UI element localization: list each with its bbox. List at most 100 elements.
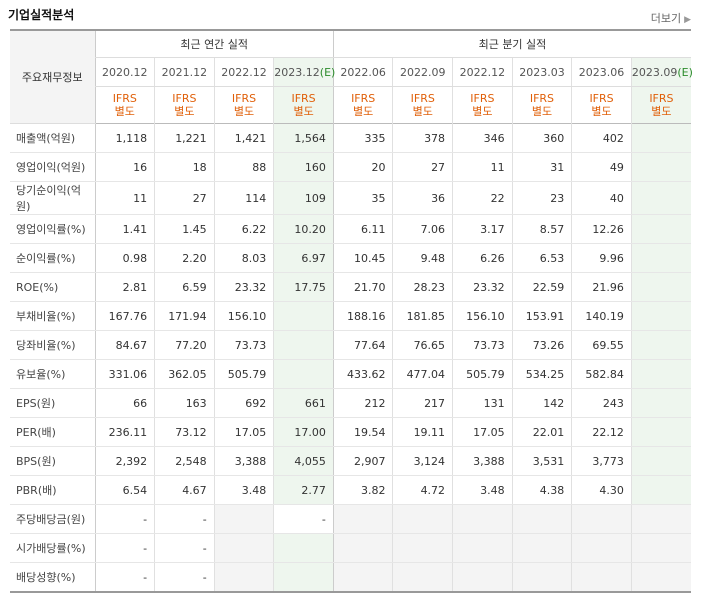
cell-annual: 2,392 xyxy=(94,446,155,476)
period-label: 2020.12 xyxy=(102,65,148,79)
basis-separate: 별도 xyxy=(412,105,433,118)
cell-quarter xyxy=(630,123,691,153)
period-row: 2020.12 2021.12 2022.12 2023.12(E) 2022.06 20… xyxy=(10,57,693,87)
row-label: 영업이익(억원) xyxy=(10,152,95,182)
cell-annual: - xyxy=(154,533,215,563)
period-quarter: 2023.03 xyxy=(511,57,572,87)
basis-ifrs: IFRS xyxy=(172,92,197,105)
cell-quarter xyxy=(511,562,572,593)
cell-quarter: 2,907 xyxy=(332,446,393,476)
cell-quarter xyxy=(392,504,453,534)
cell-annual: 1,118 xyxy=(94,123,155,153)
cell-annual: 0.98 xyxy=(94,243,155,273)
cell-quarter: 3,124 xyxy=(392,446,453,476)
basis-separate: 별도 xyxy=(531,105,553,118)
cell-quarter: 378 xyxy=(392,123,453,153)
cell-quarter: 3,773 xyxy=(571,446,632,476)
cell-quarter xyxy=(630,475,691,505)
table-row: 영업이익률(%) 1.41 1.45 6.22 10.20 6.11 7.06 3.17 8.5… xyxy=(10,214,691,244)
cell-annual: 17.75 xyxy=(273,272,334,302)
cell-annual: 331.06 xyxy=(94,359,155,389)
period-label: 2023.12 xyxy=(274,65,320,79)
accounting-basis: IFRS 별도 xyxy=(94,86,155,124)
cell-quarter xyxy=(332,533,393,563)
cell-quarter: 12.26 xyxy=(571,214,632,244)
period-annual: 2023.12(E) xyxy=(273,57,335,87)
table-row: 시가배당률(%) - - xyxy=(10,533,691,563)
table-row: 당기순이익(억원) 11 27 114 109 35 36 22 23 40 xyxy=(10,181,691,215)
cell-quarter: 505.79 xyxy=(452,359,513,389)
basis-row: IFRS 별도 IFRS 별도 IFRS 별도 IFRS 별도 IFRS 별도 IFRS 별도 IFRS… xyxy=(10,86,691,124)
table-row: 주당배당금(원) - - - xyxy=(10,504,691,534)
period-quarter: 2022.09 xyxy=(392,57,453,87)
row-label: 부채비율(%) xyxy=(10,301,95,331)
cell-annual: 17.00 xyxy=(273,417,334,447)
cell-annual: 236.11 xyxy=(94,417,155,447)
cell-quarter: 21.70 xyxy=(332,272,393,302)
basis-separate: 별도 xyxy=(591,105,612,118)
cell-quarter xyxy=(571,562,632,593)
table-row: PBR(배) 6.54 4.67 3.48 2.77 3.82 4.72 3.48 4.38 4.… xyxy=(10,475,691,505)
more-link[interactable]: 더보기 ▶ xyxy=(651,10,691,26)
period-label: 2023.06 xyxy=(578,65,625,79)
cell-quarter: 35 xyxy=(332,181,393,215)
cell-quarter xyxy=(630,152,691,182)
cell-annual xyxy=(213,562,274,593)
cell-quarter: 217 xyxy=(392,388,453,418)
basis-separate: 별도 xyxy=(293,105,314,118)
cell-annual: - xyxy=(94,533,155,563)
cell-quarter: 3,388 xyxy=(452,446,513,476)
cell-annual: 16 xyxy=(94,152,155,182)
cell-annual: - xyxy=(154,504,215,534)
table-row: 유보율(%) 331.06 362.05 505.79 433.62 477.04 505.… xyxy=(10,359,691,389)
cell-quarter: 22.59 xyxy=(511,272,572,302)
cell-quarter: 69.55 xyxy=(571,330,632,360)
cell-quarter: 4.30 xyxy=(571,475,632,505)
row-label: 배당성향(%) xyxy=(10,562,95,593)
basis-separate: 별도 xyxy=(353,105,374,118)
cell-annual: 66 xyxy=(94,388,155,418)
basis-ifrs: IFRS xyxy=(112,92,137,105)
cell-annual xyxy=(273,562,334,593)
cell-quarter: 3.48 xyxy=(452,475,513,505)
basis-separate: 별도 xyxy=(472,105,493,118)
table-row: 배당성향(%) - - xyxy=(10,562,691,593)
cell-quarter: 131 xyxy=(452,388,513,418)
cell-quarter: 28.23 xyxy=(392,272,453,302)
cell-annual: 6.59 xyxy=(154,272,215,302)
cell-quarter: 402 xyxy=(571,123,632,153)
cell-annual: 160 xyxy=(273,152,334,182)
period-label: 2023.09 xyxy=(631,65,678,79)
cell-annual: 171.94 xyxy=(154,301,215,331)
cell-annual: 692 xyxy=(213,388,274,418)
cell-annual: 17.05 xyxy=(213,417,274,447)
cell-quarter: 153.91 xyxy=(511,301,572,331)
cell-quarter xyxy=(452,562,513,593)
accounting-basis: IFRS 별도 xyxy=(571,86,632,124)
cell-annual: 2.20 xyxy=(154,243,215,273)
period-annual: 2021.12 xyxy=(154,57,215,87)
row-label: 유보율(%) xyxy=(10,359,95,389)
cell-quarter xyxy=(630,214,691,244)
cell-quarter: 3.17 xyxy=(452,214,513,244)
cell-annual: 163 xyxy=(154,388,215,418)
period-label: 2021.12 xyxy=(161,65,208,79)
cell-annual: 11 xyxy=(94,181,155,215)
cell-quarter xyxy=(452,533,513,563)
accounting-basis: IFRS 별도 xyxy=(452,86,513,124)
cell-quarter xyxy=(630,388,691,418)
cell-quarter: 212 xyxy=(332,388,393,418)
cell-quarter: 9.96 xyxy=(571,243,632,273)
row-label: BPS(원) xyxy=(10,446,95,476)
annual-group-header: 최근 연간 실적 xyxy=(94,29,334,58)
cell-annual: 114 xyxy=(213,181,274,215)
cell-quarter: 22.01 xyxy=(511,417,572,447)
row-label: 순이익률(%) xyxy=(10,243,95,273)
cell-quarter: 31 xyxy=(511,152,572,182)
cell-quarter: 477.04 xyxy=(392,359,453,389)
basis-separate: 별도 xyxy=(233,105,255,118)
section-title: 기업실적분석 xyxy=(8,8,75,22)
cell-quarter: 21.96 xyxy=(571,272,632,302)
row-label: ROE(%) xyxy=(10,272,95,302)
more-label: 더보기 xyxy=(650,12,682,25)
